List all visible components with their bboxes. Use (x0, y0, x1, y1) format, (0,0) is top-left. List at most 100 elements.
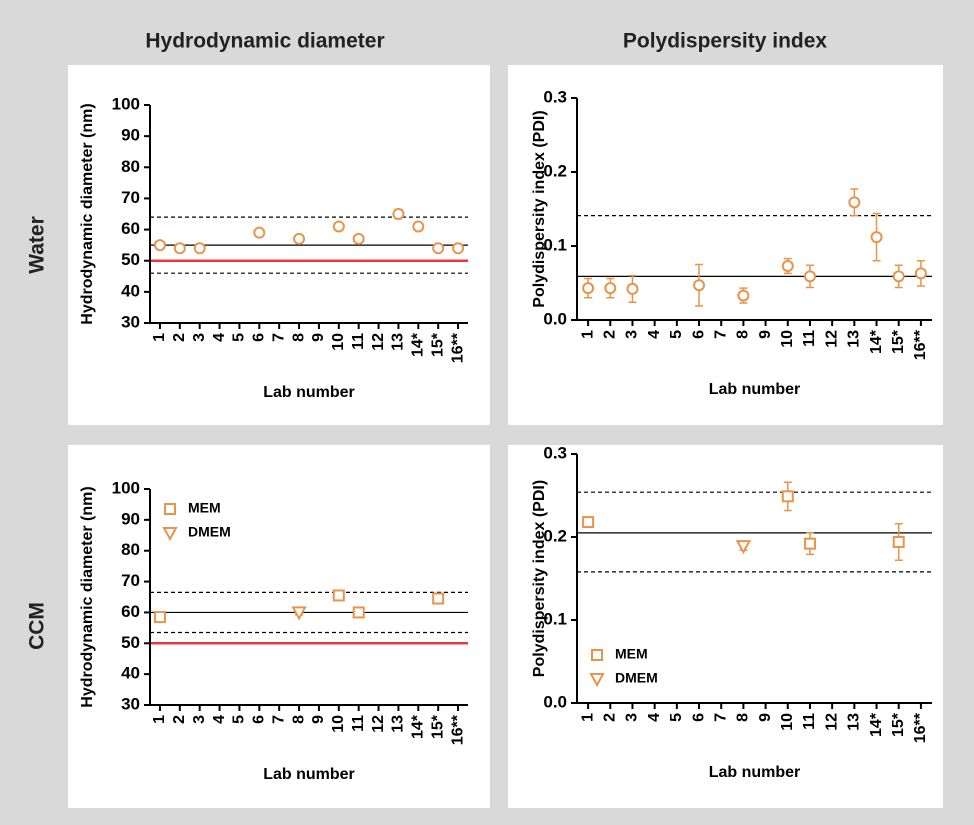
x-tick-label: 5 (668, 713, 685, 722)
x-tick-label: 7 (270, 333, 287, 342)
marker (162, 527, 178, 542)
y-tick-label: 40 (121, 281, 140, 300)
y-tick-label: 30 (121, 312, 140, 331)
x-tick-label: 16** (449, 714, 466, 745)
x-tick-label: 14* (410, 714, 427, 739)
marker (253, 226, 266, 239)
x-axis-label: Lab number (263, 384, 355, 401)
y-tick-label: 0.0 (543, 692, 567, 711)
x-axis-label: Lab number (263, 766, 355, 783)
y-tick-label: 0.1 (543, 235, 567, 254)
x-tick-label: 2 (602, 330, 619, 339)
x-tick-label: 10 (779, 330, 796, 348)
x-tick-label: 7 (712, 330, 729, 339)
y-tick-label: 80 (121, 157, 140, 176)
marker (164, 503, 176, 515)
marker (352, 232, 365, 245)
marker (153, 239, 166, 252)
x-tick-label: 1 (579, 713, 596, 722)
panel (68, 445, 490, 808)
marker (781, 490, 794, 503)
marker (892, 535, 905, 548)
marker (870, 231, 883, 244)
x-tick-label: 12 (370, 333, 387, 351)
x-tick-label: 3 (191, 715, 208, 724)
x-tick-label: 13 (846, 713, 863, 731)
x-tick-label: 8 (735, 713, 752, 722)
marker (914, 267, 927, 280)
y-tick-label: 100 (112, 94, 140, 113)
x-tick-label: 16** (912, 329, 929, 360)
x-tick-label: 7 (712, 713, 729, 722)
y-tick-label: 40 (121, 664, 140, 683)
marker (626, 282, 639, 295)
marker (173, 242, 186, 255)
x-tick-label: 10 (330, 333, 347, 351)
x-tick-label: 13 (390, 715, 407, 733)
x-tick-label: 11 (801, 713, 818, 730)
x-tick-label: 2 (171, 333, 188, 342)
y-axis-label: Hydrodynamic diameter (nm) (79, 103, 96, 324)
y-tick-label: 60 (121, 219, 140, 238)
marker (412, 220, 425, 233)
marker (803, 537, 816, 550)
marker (582, 516, 595, 529)
marker (589, 673, 605, 688)
x-axis-label: Lab number (709, 381, 801, 398)
x-axis-label: Lab number (709, 764, 801, 781)
x-tick-label: 7 (270, 715, 287, 724)
x-tick-label: 3 (191, 333, 208, 342)
x-tick-label: 14* (410, 332, 427, 357)
y-tick-label: 60 (121, 602, 140, 621)
x-tick-label: 15* (429, 714, 446, 739)
y-tick-label: 0.3 (543, 87, 567, 106)
y-axis-label: Polydispersity index (PDI) (531, 110, 548, 307)
marker (735, 540, 752, 555)
legend-label: MEM (188, 500, 221, 516)
y-tick-label: 0.0 (543, 309, 567, 328)
marker (293, 232, 306, 245)
y-tick-label: 0.2 (543, 161, 567, 180)
x-tick-label: 5 (231, 715, 248, 724)
x-tick-label: 3 (624, 713, 641, 722)
marker (332, 220, 345, 233)
marker (153, 611, 166, 624)
x-tick-label: 11 (801, 330, 818, 347)
x-tick-label: 8 (290, 333, 307, 342)
x-tick-label: 14* (868, 329, 885, 354)
y-tick-label: 70 (121, 188, 140, 207)
x-tick-label: 13 (846, 330, 863, 348)
x-tick-label: 12 (370, 715, 387, 733)
x-tick-label: 16** (912, 712, 929, 743)
marker (892, 270, 905, 283)
y-tick-label: 90 (121, 126, 140, 145)
y-axis-label: Hydrodynamic diameter (nm) (79, 486, 96, 707)
marker (848, 196, 861, 209)
marker (432, 592, 445, 605)
y-tick-label: 100 (112, 478, 140, 497)
marker (332, 589, 345, 602)
row-title: CCM (26, 602, 49, 650)
x-tick-label: 1 (151, 333, 168, 342)
column-title: Polydispersity index (623, 30, 828, 53)
x-tick-label: 9 (310, 333, 327, 342)
x-tick-label: 4 (211, 715, 228, 724)
x-tick-label: 8 (735, 330, 752, 339)
x-tick-label: 15* (429, 332, 446, 357)
marker (737, 289, 750, 302)
marker (432, 242, 445, 255)
x-tick-label: 11 (350, 715, 367, 732)
legend-label: MEM (615, 646, 648, 662)
marker (392, 208, 405, 220)
y-tick-label: 50 (121, 250, 140, 269)
x-tick-label: 4 (211, 333, 228, 342)
x-tick-label: 9 (757, 713, 774, 722)
marker (693, 279, 706, 292)
panel (508, 445, 943, 808)
row-title: Water (26, 216, 49, 274)
x-tick-label: 1 (151, 715, 168, 724)
x-tick-label: 9 (310, 715, 327, 724)
marker (291, 606, 307, 621)
y-tick-label: 80 (121, 540, 140, 559)
